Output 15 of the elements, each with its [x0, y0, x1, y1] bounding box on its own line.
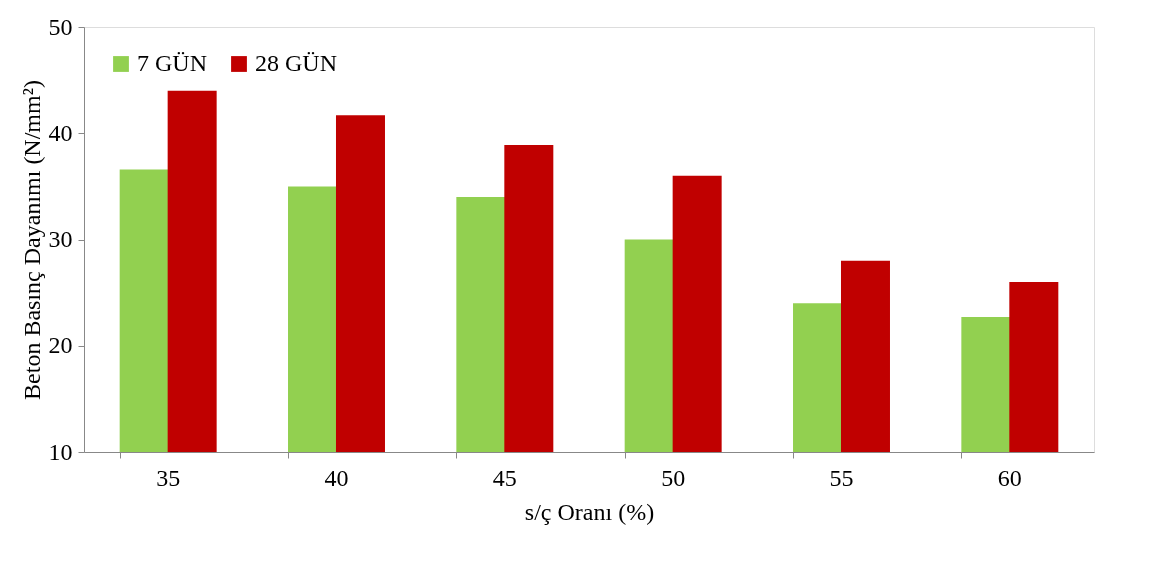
x-axis-title: s/ç Oranı (%): [524, 498, 655, 525]
x-tick-label: 35: [156, 464, 181, 491]
x-tick-label: 40: [324, 464, 349, 491]
legend-label: 7 GÜN: [137, 50, 207, 76]
x-tick-label: 45: [492, 464, 517, 491]
y-tick-label: 40: [48, 119, 73, 146]
y-tick-label: 20: [48, 332, 73, 359]
y-tick-label: 10: [48, 438, 73, 465]
y-tick-label: 30: [48, 226, 73, 252]
x-tick-label: 55: [829, 464, 854, 491]
y-axis-title: Beton Basınç Dayanımı (N/mm²): [18, 80, 45, 400]
x-tick-label: 60: [997, 464, 1022, 491]
y-tick-label: 50: [48, 13, 73, 40]
legend-label: 28 GÜN: [255, 50, 337, 76]
x-tick-label: 50: [661, 464, 686, 491]
